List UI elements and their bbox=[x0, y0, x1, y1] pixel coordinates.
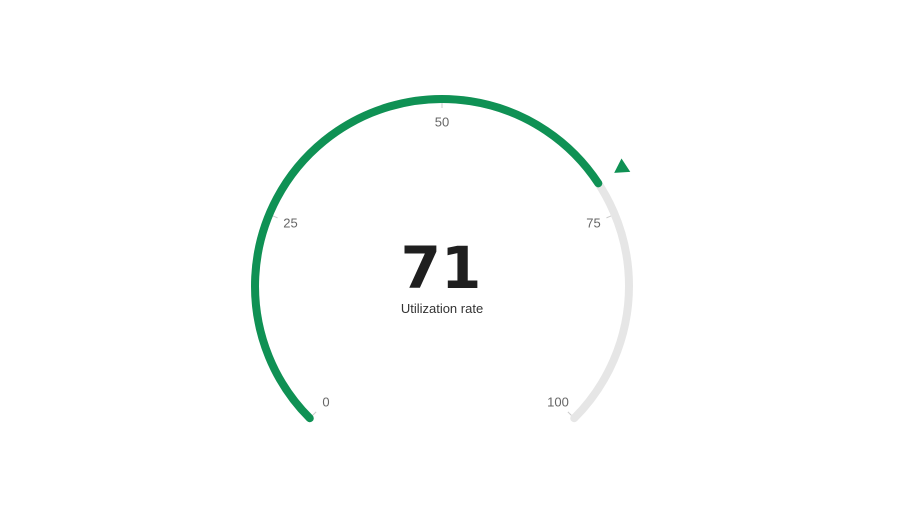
gauge-pointer-marker bbox=[614, 158, 631, 173]
gauge-tick-label: 25 bbox=[283, 216, 297, 231]
gauge-tick-label: 100 bbox=[547, 394, 569, 409]
gauge-tick-mark bbox=[272, 215, 278, 219]
gauge-tick-mark bbox=[312, 411, 317, 416]
gauge-tick-label: 50 bbox=[435, 115, 449, 130]
tick-group: 0 25 50 75 100 bbox=[272, 103, 612, 416]
gauge-tick-label: 0 bbox=[322, 394, 329, 409]
gauge-tick-mark bbox=[606, 215, 612, 219]
gauge-tick-mark bbox=[567, 411, 572, 416]
gauge-progress-arc bbox=[251, 95, 603, 423]
gauge-value: 71 bbox=[401, 234, 482, 302]
gauge-tick-label: 75 bbox=[586, 216, 600, 231]
gauge-caption: Utilization rate bbox=[401, 301, 483, 316]
